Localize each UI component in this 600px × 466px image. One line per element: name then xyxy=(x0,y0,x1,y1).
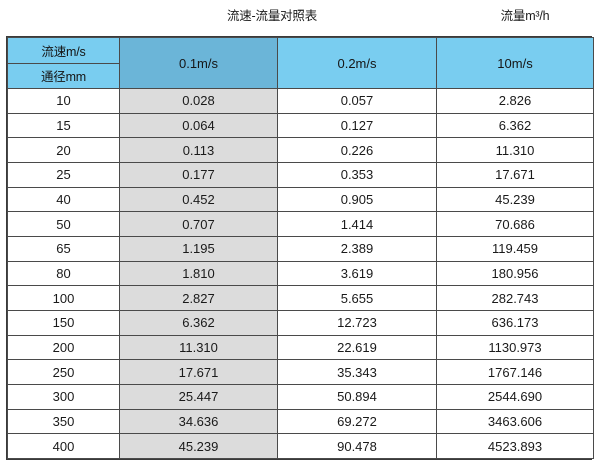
cell-flow-0-2: 12.723 xyxy=(277,309,437,336)
cell-flow-10: 2544.690 xyxy=(436,383,594,410)
cell-flow-0-2: 3.619 xyxy=(277,260,437,287)
cell-flow-0-1: 6.362 xyxy=(119,309,278,336)
cell-flow-10: 1767.146 xyxy=(436,359,594,385)
cell-diameter: 15 xyxy=(7,112,120,139)
cell-flow-0-1: 0.452 xyxy=(119,186,278,213)
table-row: 350 34.636 69.272 3463.606 xyxy=(7,408,594,435)
table-row: 25 0.177 0.353 17.671 xyxy=(7,161,594,188)
cell-flow-0-1: 34.636 xyxy=(119,408,278,435)
flow-rate-table: 流速m/s 通径mm 0.1m/s 0.2m/s 10m/s 10 0.028 … xyxy=(7,37,594,459)
cell-flow-10: 2.826 xyxy=(436,88,594,114)
table-row: 50 0.707 1.414 70.686 xyxy=(7,211,594,237)
cell-flow-0-2: 22.619 xyxy=(277,334,437,361)
cell-diameter: 400 xyxy=(7,433,120,459)
cell-flow-10: 1130.973 xyxy=(436,334,594,361)
cell-diameter: 150 xyxy=(7,309,120,336)
cell-diameter: 350 xyxy=(7,408,120,435)
corner-header-cell: 流速m/s 通径mm xyxy=(7,37,120,89)
column-header-speed-2: 10m/s xyxy=(436,37,594,89)
cell-flow-0-1: 1.810 xyxy=(119,260,278,287)
chart-title: 流速-流量对照表 xyxy=(226,9,318,23)
cell-flow-0-1: 45.239 xyxy=(119,433,278,459)
cell-diameter: 80 xyxy=(7,260,120,287)
column-header-speed-0: 0.1m/s xyxy=(119,37,278,89)
cell-flow-10: 180.956 xyxy=(436,260,594,287)
table-row: 40 0.452 0.905 45.239 xyxy=(7,186,594,213)
cell-flow-10: 45.239 xyxy=(436,186,594,213)
corner-header-top-label: 流速m/s xyxy=(8,38,119,64)
cell-diameter: 250 xyxy=(7,359,120,385)
cell-diameter: 50 xyxy=(7,211,120,237)
cell-flow-0-1: 0.113 xyxy=(119,137,278,163)
cell-flow-10: 282.743 xyxy=(436,285,594,311)
table-row: 15 0.064 0.127 6.362 xyxy=(7,112,594,139)
cell-flow-10: 70.686 xyxy=(436,211,594,237)
column-header-speed-1: 0.2m/s xyxy=(277,37,437,89)
table-row: 10 0.028 0.057 2.826 xyxy=(7,88,594,114)
cell-flow-10: 11.310 xyxy=(436,137,594,163)
cell-diameter: 300 xyxy=(7,383,120,410)
cell-flow-0-1: 2.827 xyxy=(119,285,278,311)
cell-flow-10: 6.362 xyxy=(436,112,594,139)
table-row: 80 1.810 3.619 180.956 xyxy=(7,260,594,287)
cell-flow-10: 4523.893 xyxy=(436,433,594,459)
cell-flow-10: 636.173 xyxy=(436,309,594,336)
cell-diameter: 100 xyxy=(7,285,120,311)
table-row: 65 1.195 2.389 119.459 xyxy=(7,235,594,262)
cell-flow-0-1: 0.177 xyxy=(119,161,278,188)
cell-diameter: 25 xyxy=(7,161,120,188)
cell-flow-0-1: 17.671 xyxy=(119,359,278,385)
cell-flow-0-2: 2.389 xyxy=(277,235,437,262)
cell-flow-10: 3463.606 xyxy=(436,408,594,435)
cell-flow-10: 17.671 xyxy=(436,161,594,188)
cell-diameter: 40 xyxy=(7,186,120,213)
cell-flow-0-2: 5.655 xyxy=(277,285,437,311)
cell-flow-0-1: 11.310 xyxy=(119,334,278,361)
cell-flow-0-1: 0.064 xyxy=(119,112,278,139)
table-row: 200 11.310 22.619 1130.973 xyxy=(7,334,594,361)
cell-flow-0-1: 0.707 xyxy=(119,211,278,237)
cell-diameter: 20 xyxy=(7,137,120,163)
cell-flow-0-2: 69.272 xyxy=(277,408,437,435)
table-body: 流速m/s 通径mm 0.1m/s 0.2m/s 10m/s 10 0.028 … xyxy=(7,37,594,459)
flow-unit-label: 流量m³/h xyxy=(500,9,550,23)
cell-flow-0-2: 35.343 xyxy=(277,359,437,385)
cell-flow-0-2: 1.414 xyxy=(277,211,437,237)
table-row: 300 25.447 50.894 2544.690 xyxy=(7,383,594,410)
cell-flow-0-2: 0.057 xyxy=(277,88,437,114)
cell-flow-0-2: 0.226 xyxy=(277,137,437,163)
cell-diameter: 200 xyxy=(7,334,120,361)
table-row: 150 6.362 12.723 636.173 xyxy=(7,309,594,336)
table-row: 400 45.239 90.478 4523.893 xyxy=(7,433,594,459)
cell-flow-0-2: 50.894 xyxy=(277,383,437,410)
table-row: 100 2.827 5.655 282.743 xyxy=(7,285,594,311)
cell-flow-0-1: 1.195 xyxy=(119,235,278,262)
table-header-row: 流速m/s 通径mm 0.1m/s 0.2m/s 10m/s xyxy=(7,37,594,89)
cell-diameter: 10 xyxy=(7,88,120,114)
cell-flow-0-2: 0.353 xyxy=(277,161,437,188)
cell-flow-0-2: 90.478 xyxy=(277,433,437,459)
caption-row: 流速-流量对照表 流量m³/h xyxy=(0,0,600,34)
table-row: 250 17.671 35.343 1767.146 xyxy=(7,359,594,385)
cell-flow-0-1: 25.447 xyxy=(119,383,278,410)
flow-table-container: 流速m/s 通径mm 0.1m/s 0.2m/s 10m/s 10 0.028 … xyxy=(6,36,594,460)
cell-flow-0-1: 0.028 xyxy=(119,88,278,114)
cell-flow-0-2: 0.127 xyxy=(277,112,437,139)
cell-flow-0-2: 0.905 xyxy=(277,186,437,213)
cell-flow-10: 119.459 xyxy=(436,235,594,262)
table-row: 20 0.113 0.226 11.310 xyxy=(7,137,594,163)
cell-diameter: 65 xyxy=(7,235,120,262)
corner-header-bottom-label: 通径mm xyxy=(8,63,119,88)
